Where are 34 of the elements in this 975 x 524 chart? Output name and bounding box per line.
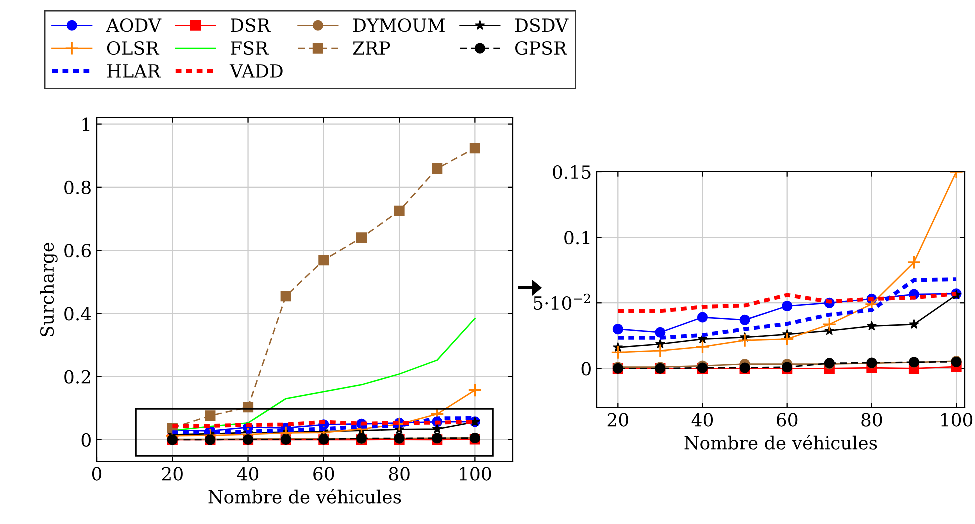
x-tick-label: 20 bbox=[608, 413, 628, 427]
y-tick-label: 1 bbox=[82, 118, 90, 132]
y-axis-title: Surcharge bbox=[40, 242, 58, 336]
legend-label: VADD bbox=[230, 64, 283, 78]
x-tick-label: 60 bbox=[777, 413, 798, 427]
x-tick-label: 80 bbox=[389, 467, 410, 481]
x-axis-title: Nombre de véhicules bbox=[208, 489, 402, 504]
x-axis-title: Nombre de véhicules bbox=[684, 435, 878, 450]
y-tick-label: 0.15 bbox=[553, 165, 591, 180]
x-tick-label: 40 bbox=[237, 467, 259, 481]
y-tick-label: 5·10$^{−2}$ bbox=[534, 294, 590, 310]
legend-label: DSDV bbox=[515, 18, 569, 32]
x-tick-label: 100 bbox=[460, 467, 492, 481]
x-tick-label: 60 bbox=[314, 467, 334, 481]
x-tick-label: 40 bbox=[692, 413, 714, 427]
y-tick-label: 0.6 bbox=[64, 244, 92, 258]
x-tick-label: 80 bbox=[862, 413, 882, 427]
legend-label: DYMOUM bbox=[353, 18, 445, 32]
x-tick-label: 0 bbox=[92, 467, 102, 481]
x-tick-label: 20 bbox=[162, 467, 183, 481]
legend-label: FSR bbox=[231, 41, 269, 56]
legend-label: HLAR bbox=[107, 64, 162, 78]
legend-label: DSR bbox=[231, 18, 271, 32]
y-tick-label: 0.2 bbox=[64, 370, 90, 384]
y-tick-label: 0 bbox=[82, 433, 91, 448]
y-tick-label: 0.8 bbox=[64, 180, 91, 195]
x-tick-label: 100 bbox=[942, 413, 973, 427]
legend-label: ZRP bbox=[353, 42, 390, 55]
legend-label: OLSR bbox=[107, 41, 160, 56]
y-tick-label: 0 bbox=[582, 362, 591, 376]
legend-label: AODV bbox=[106, 18, 162, 32]
legend-label: GPSR bbox=[516, 41, 568, 56]
y-tick-label: 0.1 bbox=[564, 231, 590, 245]
y-tick-label: 0.4 bbox=[64, 307, 92, 321]
